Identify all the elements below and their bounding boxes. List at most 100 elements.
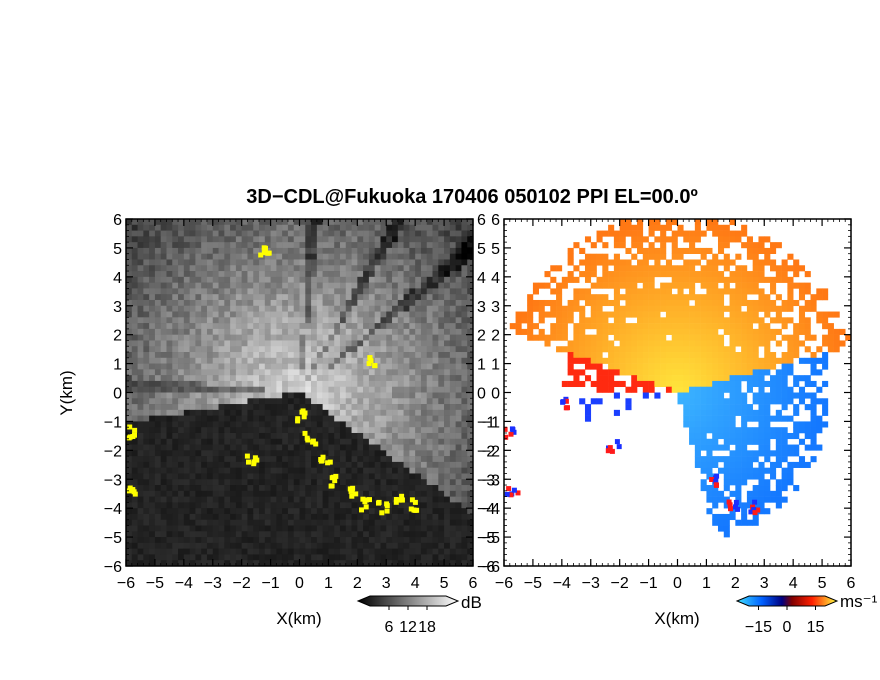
reflectivity-cell bbox=[449, 415, 456, 422]
reflectivity-cell bbox=[363, 299, 370, 307]
velocity-cell bbox=[608, 380, 615, 388]
reflectivity-cell bbox=[426, 259, 433, 266]
reflectivity-cell bbox=[420, 444, 428, 451]
reflectivity-cell bbox=[415, 513, 422, 521]
reflectivity-cell bbox=[259, 404, 266, 411]
reflectivity-flag-cell bbox=[367, 355, 373, 361]
reflectivity-cell bbox=[235, 519, 242, 526]
reflectivity-cell bbox=[397, 369, 404, 376]
reflectivity-flag-cell bbox=[320, 454, 326, 460]
reflectivity-cell bbox=[131, 409, 138, 416]
reflectivity-cell bbox=[392, 398, 399, 405]
reflectivity-cell bbox=[363, 490, 370, 497]
reflectivity-cell bbox=[339, 352, 347, 359]
velocity-cell bbox=[579, 346, 586, 353]
reflectivity-cell bbox=[420, 560, 428, 566]
reflectivity-cell bbox=[432, 317, 439, 324]
reflectivity-cell bbox=[259, 473, 266, 480]
reflectivity-cell bbox=[149, 490, 156, 497]
reflectivity-cell bbox=[420, 392, 428, 399]
reflectivity-cell bbox=[178, 537, 185, 544]
velocity-cell bbox=[665, 346, 673, 353]
reflectivity-cell bbox=[218, 398, 225, 405]
velocity-cell bbox=[637, 242, 644, 249]
reflectivity-cell bbox=[183, 375, 190, 382]
reflectivity-cell bbox=[455, 473, 462, 480]
reflectivity-cell bbox=[287, 363, 295, 370]
reflectivity-cell bbox=[455, 485, 462, 492]
reflectivity-cell bbox=[166, 398, 173, 405]
reflectivity-cell bbox=[287, 502, 295, 509]
reflectivity-cell bbox=[305, 537, 312, 544]
reflectivity-cell bbox=[403, 311, 410, 318]
velocity-cell bbox=[613, 236, 620, 243]
reflectivity-cell bbox=[334, 282, 341, 289]
reflectivity-cell bbox=[432, 409, 439, 416]
reflectivity-cell bbox=[206, 386, 214, 393]
reflectivity-cell bbox=[305, 224, 312, 231]
reflectivity-cell bbox=[345, 502, 352, 509]
velocity-cell bbox=[660, 328, 667, 335]
reflectivity-cell bbox=[357, 265, 364, 272]
reflectivity-cell bbox=[467, 259, 473, 266]
reflectivity-cell bbox=[178, 548, 185, 555]
reflectivity-cell bbox=[351, 444, 358, 451]
reflectivity-cell bbox=[212, 340, 219, 347]
reflectivity-cell bbox=[160, 369, 167, 376]
velocity-cell bbox=[712, 375, 719, 382]
reflectivity-cell bbox=[172, 427, 179, 434]
reflectivity-cell bbox=[149, 242, 156, 249]
velocity-cell bbox=[631, 340, 638, 347]
reflectivity-cell bbox=[339, 328, 347, 335]
reflectivity-cell bbox=[178, 305, 185, 312]
reflectivity-cell bbox=[259, 513, 266, 521]
reflectivity-cell bbox=[126, 427, 133, 434]
reflectivity-cell bbox=[131, 554, 138, 561]
reflectivity-cell bbox=[247, 369, 254, 376]
reflectivity-cell bbox=[305, 461, 312, 468]
reflectivity-cell bbox=[339, 230, 347, 237]
reflectivity-cell bbox=[230, 328, 237, 335]
reflectivity-cell bbox=[322, 542, 329, 549]
reflectivity-cell bbox=[224, 490, 231, 497]
reflectivity-cell bbox=[397, 357, 404, 364]
velocity-cell bbox=[700, 276, 707, 283]
velocity-cell bbox=[637, 340, 644, 347]
reflectivity-cell bbox=[241, 537, 248, 544]
reflectivity-cell bbox=[195, 265, 202, 272]
reflectivity-cell bbox=[403, 328, 410, 335]
velocity-cell bbox=[822, 363, 829, 370]
reflectivity-cell bbox=[328, 288, 335, 295]
reflectivity-cell bbox=[282, 392, 289, 399]
reflectivity-cell bbox=[299, 242, 306, 249]
velocity-cell bbox=[602, 282, 609, 289]
reflectivity-cell bbox=[345, 271, 352, 278]
reflectivity-cell bbox=[420, 230, 428, 237]
reflectivity-cell bbox=[137, 450, 144, 457]
reflectivity-cell bbox=[328, 224, 335, 231]
reflectivity-cell bbox=[178, 340, 185, 347]
reflectivity-cell bbox=[270, 531, 277, 538]
reflectivity-cell bbox=[178, 311, 185, 318]
reflectivity-cell bbox=[206, 224, 214, 231]
velocity-cell bbox=[741, 288, 748, 295]
reflectivity-cell bbox=[392, 230, 399, 237]
velocity-cell bbox=[660, 230, 667, 237]
reflectivity-cell bbox=[339, 311, 347, 318]
reflectivity-cell bbox=[235, 230, 242, 237]
reflectivity-cell bbox=[467, 323, 473, 330]
reflectivity-cell bbox=[455, 311, 462, 318]
reflectivity-cell bbox=[432, 288, 439, 295]
reflectivity-cell bbox=[438, 415, 445, 422]
reflectivity-cell bbox=[224, 259, 231, 266]
reflectivity-cell bbox=[183, 502, 190, 509]
velocity-cell bbox=[648, 282, 655, 289]
velocity-cell bbox=[798, 305, 806, 312]
reflectivity-cell bbox=[415, 537, 422, 544]
reflectivity-cell bbox=[172, 548, 179, 555]
reflectivity-cell bbox=[415, 288, 422, 295]
reflectivity-cell bbox=[328, 548, 335, 555]
reflectivity-cell bbox=[449, 363, 456, 370]
velocity-cell bbox=[637, 328, 644, 335]
reflectivity-cell bbox=[247, 224, 254, 231]
